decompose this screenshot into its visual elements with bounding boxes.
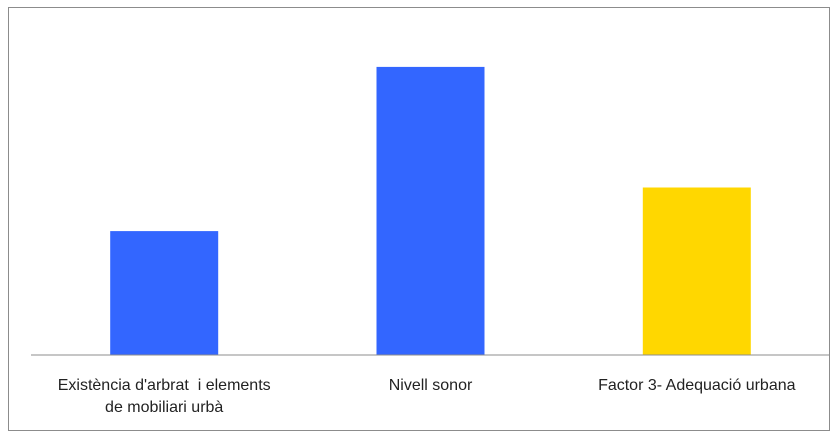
bar-1 xyxy=(110,231,219,356)
category-label-3: Factor 3- Adequació urbana xyxy=(598,377,796,394)
category-label-2: Nivell sonor xyxy=(389,377,473,394)
category-label-line: Factor 3- Adequació urbana xyxy=(598,377,796,394)
category-label-1: Existència d'arbrat i elements de mobilia… xyxy=(58,377,271,416)
category-label-line: Nivell sonor xyxy=(389,377,473,394)
category-label-line: de mobiliari urbà xyxy=(105,399,223,416)
category-labels-group: Existència d'arbrat i elements de mobilia… xyxy=(58,377,796,416)
bars-group xyxy=(110,66,751,356)
category-label-line: Existència d'arbrat i elements xyxy=(58,377,271,394)
bar-3 xyxy=(642,187,751,355)
bar-2 xyxy=(376,66,485,356)
